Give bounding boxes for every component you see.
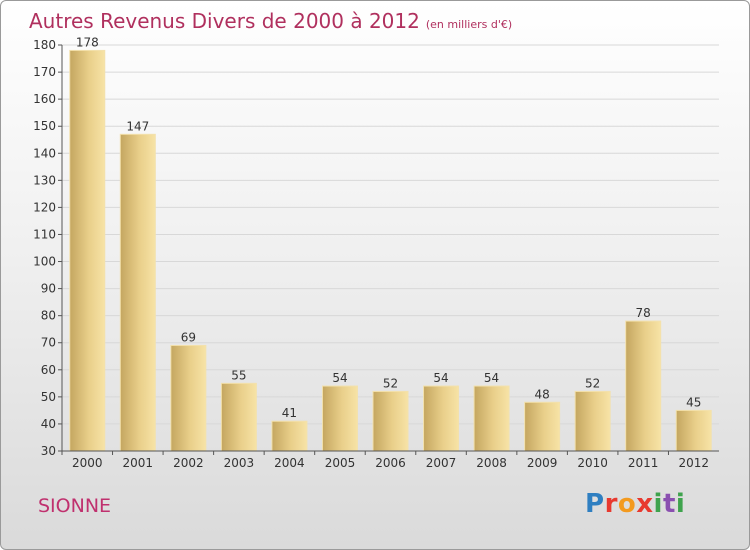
chart-title-text: Autres Revenus Divers de 2000 à 2012 [29,9,420,33]
logo-letter: i [653,489,663,519]
bar-value-label: 54 [484,371,499,385]
y-tick-label: 150 [33,119,56,133]
y-tick-label: 170 [33,65,56,79]
logo-letter: r [604,489,618,519]
chart-subtitle: (en milliers d'€) [425,18,513,31]
bar-value-label: 78 [636,306,651,320]
x-tick-label: 2007 [426,456,457,470]
bar-2001 [119,133,156,452]
x-tick-label: 2001 [123,456,154,470]
bar-2004 [271,420,308,452]
y-tick-label: 60 [41,363,56,377]
bar-2012 [675,409,712,452]
bar-2003 [220,382,257,452]
bar-value-label: 45 [686,395,701,409]
bar-2008 [473,385,510,452]
bar-2002 [170,344,207,452]
place-name: SIONNE [38,495,112,517]
y-tick-label: 70 [41,336,56,350]
y-tick-label: 40 [41,417,56,431]
x-tick-label: 2005 [325,456,356,470]
bar-value-label: 54 [332,371,347,385]
x-tick-label: 2004 [274,456,305,470]
bar-value-label: 55 [231,368,246,382]
logo-letter: P [585,489,605,519]
logo-letter: x [636,489,654,519]
y-tick-label: 80 [41,309,56,323]
x-tick-label: 2009 [527,456,558,470]
bars: 178 147 69 55 41 54 52 54 54 48 52 78 45 [69,35,712,452]
chart-title: Autres Revenus Divers de 2000 à 2012 (en … [29,9,512,33]
y-tick-label: 160 [33,92,56,106]
bar-value-label: 147 [126,119,149,133]
logo-letter: t [662,489,676,519]
y-tick-label: 120 [33,200,56,214]
bar-2000 [69,49,106,452]
y-tick-label: 50 [41,390,56,404]
bar-2006 [372,390,409,452]
bar-value-label: 52 [383,376,398,390]
x-tick-label: 2006 [375,456,406,470]
proxiti-logo: Proxiti [585,489,685,519]
bar-value-label: 178 [76,35,99,49]
y-tick-label: 30 [41,444,56,458]
logo-letter: i [675,489,686,519]
bar-value-label: 52 [585,376,600,390]
bar-value-label: 48 [534,387,549,401]
bar-value-label: 41 [282,406,297,420]
x-tick-label: 2003 [224,456,255,470]
y-tick-label: 180 [33,38,56,52]
x-tick-label: 2008 [476,456,507,470]
y-tick-label: 110 [33,227,56,241]
bar-value-label: 54 [433,371,448,385]
y-tick-label: 100 [33,255,56,269]
bar-value-label: 69 [181,330,196,344]
bar-2005 [321,385,358,452]
bar-2009 [524,401,561,452]
y-tick-label: 90 [41,282,56,296]
x-tick-label: 2012 [678,456,709,470]
x-tick-label: 2010 [577,456,608,470]
y-axis-ticks: 30 40 50 60 70 80 90 100 110 120 130 140 150 160 170 18… [33,38,63,458]
logo-letter: o [617,489,637,519]
bar-2007 [423,385,460,452]
x-tick-label: 2000 [72,456,103,470]
bar-2011 [625,320,662,452]
x-axis-ticks: 2000 2001 2002 2003 2004 2005 2006 2007 2008 2009… [61,450,719,470]
y-tick-label: 140 [33,146,56,160]
bar-2010 [574,390,611,452]
x-tick-label: 2011 [628,456,659,470]
x-tick-label: 2002 [173,456,204,470]
y-tick-label: 130 [33,173,56,187]
